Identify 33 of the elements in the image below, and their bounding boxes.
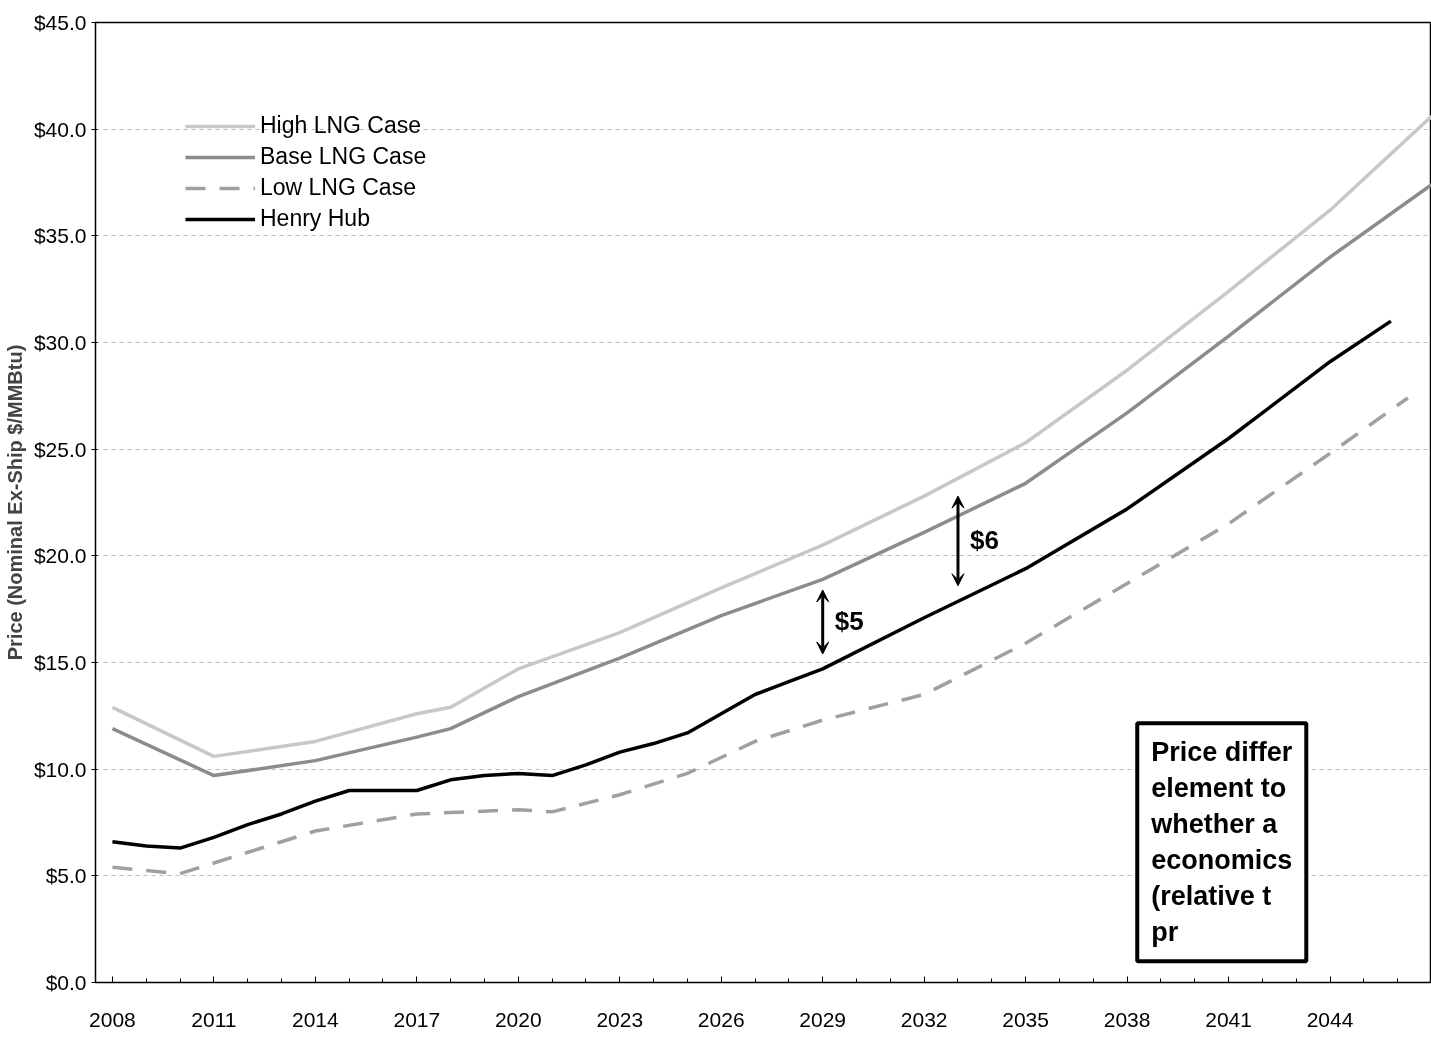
legend-label: Henry Hub <box>260 205 370 232</box>
x-tick-label: 2044 <box>1306 1007 1354 1031</box>
y-tick-label: $35.0 <box>33 224 87 248</box>
x-tick-label: 2035 <box>1002 1007 1049 1031</box>
x-tick-label: 2041 <box>1205 1007 1252 1031</box>
legend-label: Low LNG Case <box>260 174 416 201</box>
y-tick-label: $20.0 <box>33 544 87 568</box>
y-tick-label: $0.0 <box>45 971 87 994</box>
line-series <box>110 319 1393 850</box>
y-tick-label: $30.0 <box>33 331 87 354</box>
x-tick-label: 2014 <box>291 1007 340 1031</box>
x-tick-label: 2026 <box>697 1007 745 1031</box>
y-tick-label: $40.0 <box>33 117 87 141</box>
y-tick-label: $45.0 <box>33 11 87 34</box>
line-series <box>110 396 1410 876</box>
annotation: $6 <box>969 524 999 555</box>
y-tick-label: $25.0 <box>33 437 87 461</box>
y-tick-label: $15.0 <box>33 651 87 674</box>
y-tick-label: $10.0 <box>33 757 87 781</box>
x-tick-label: 2032 <box>900 1007 948 1031</box>
x-tick-label: 2017 <box>393 1007 441 1031</box>
annotation: $5 <box>834 605 864 636</box>
annotation: Price differ element to whether a economics (relative t pr <box>1150 737 1293 948</box>
x-tick-label: 2008 <box>89 1007 136 1031</box>
y-tick-label: $5.0 <box>45 864 87 888</box>
y-axis-title: Price (Nominal Ex-Ship $/MMBtu) <box>3 344 26 661</box>
x-tick-label: 2011 <box>191 1007 237 1031</box>
legend-label: Base LNG Case <box>260 143 427 170</box>
x-tick-label: 2020 <box>494 1007 542 1031</box>
x-tick-label: 2029 <box>799 1007 847 1031</box>
legend-label: High LNG Case <box>260 112 422 139</box>
x-tick-label: 2023 <box>596 1007 644 1031</box>
x-tick-label: 2038 <box>1103 1007 1151 1031</box>
